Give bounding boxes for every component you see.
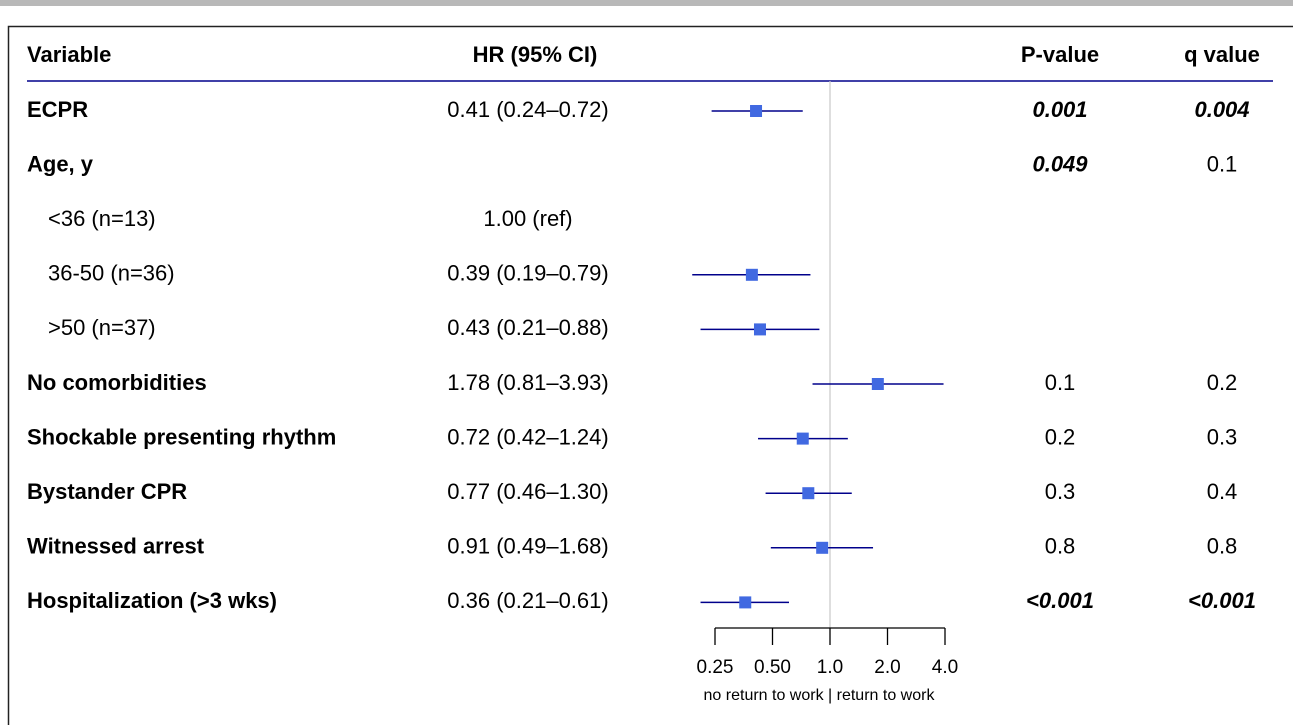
hr-label: 0.41 (0.24–0.72) — [447, 97, 608, 122]
x-tick-label: 0.25 — [697, 657, 734, 678]
p-value: 0.2 — [1045, 424, 1076, 449]
point-estimate — [802, 487, 815, 500]
row-label: Hospitalization (>3 wks) — [27, 588, 277, 613]
point-estimate — [871, 378, 884, 390]
hr-label: 1.78 (0.81–3.93) — [447, 370, 608, 395]
hr-label: 0.39 (0.19–0.79) — [447, 261, 608, 286]
x-axis-label: no return to work | return to work — [704, 687, 936, 704]
point-estimate — [816, 541, 829, 554]
row-label: Age, y — [27, 151, 94, 176]
p-value: 0.049 — [1032, 151, 1088, 176]
frame — [7, 25, 1293, 725]
point-estimate — [753, 323, 766, 336]
p-value: 0.8 — [1045, 534, 1076, 559]
hr-label: 0.77 (0.46–1.30) — [447, 479, 608, 504]
row-label: >50 (n=37) — [48, 315, 156, 340]
p-value: <0.001 — [1026, 588, 1094, 613]
row-label: <36 (n=13) — [48, 206, 156, 231]
hr-label: 0.43 (0.21–0.88) — [447, 315, 608, 340]
q-value: 0.3 — [1207, 424, 1238, 449]
p-value: 0.1 — [1045, 370, 1076, 395]
header: q value — [1184, 42, 1260, 67]
q-value: <0.001 — [1188, 588, 1256, 613]
q-value: 0.4 — [1207, 479, 1238, 504]
p-value: 0.3 — [1045, 479, 1076, 504]
x-tick-label: 1.0 — [817, 657, 843, 678]
x-tick-label: 0.50 — [754, 657, 791, 678]
x-tick-label: 2.0 — [874, 657, 900, 678]
row-label: ECPR — [27, 97, 88, 122]
x-tick-label: 4.0 — [932, 657, 958, 678]
header: P-value — [1021, 42, 1099, 67]
hr-label: 1.00 (ref) — [483, 206, 572, 231]
header: HR (95% CI) — [473, 42, 598, 67]
row-label: Bystander CPR — [27, 479, 187, 504]
row-label: Witnessed arrest — [27, 534, 205, 559]
q-value: 0.8 — [1207, 534, 1238, 559]
q-value: 0.1 — [1207, 151, 1238, 176]
row-label: No comorbidities — [27, 370, 207, 395]
q-value: 0.2 — [1207, 370, 1238, 395]
top-bar — [0, 0, 1293, 6]
header: Variable — [27, 42, 111, 67]
row-label: Shockable presenting rhythm — [27, 424, 336, 449]
hr-label: 0.91 (0.49–1.68) — [447, 534, 608, 559]
point-estimate — [750, 105, 763, 117]
p-value: 0.001 — [1032, 97, 1087, 122]
hr-label: 0.72 (0.42–1.24) — [447, 424, 608, 449]
point-estimate — [739, 596, 752, 609]
row-label: 36-50 (n=36) — [48, 261, 175, 286]
q-value: 0.004 — [1194, 97, 1249, 122]
point-estimate — [745, 268, 758, 281]
point-estimate — [796, 432, 809, 445]
hr-label: 0.36 (0.21–0.61) — [447, 588, 608, 613]
